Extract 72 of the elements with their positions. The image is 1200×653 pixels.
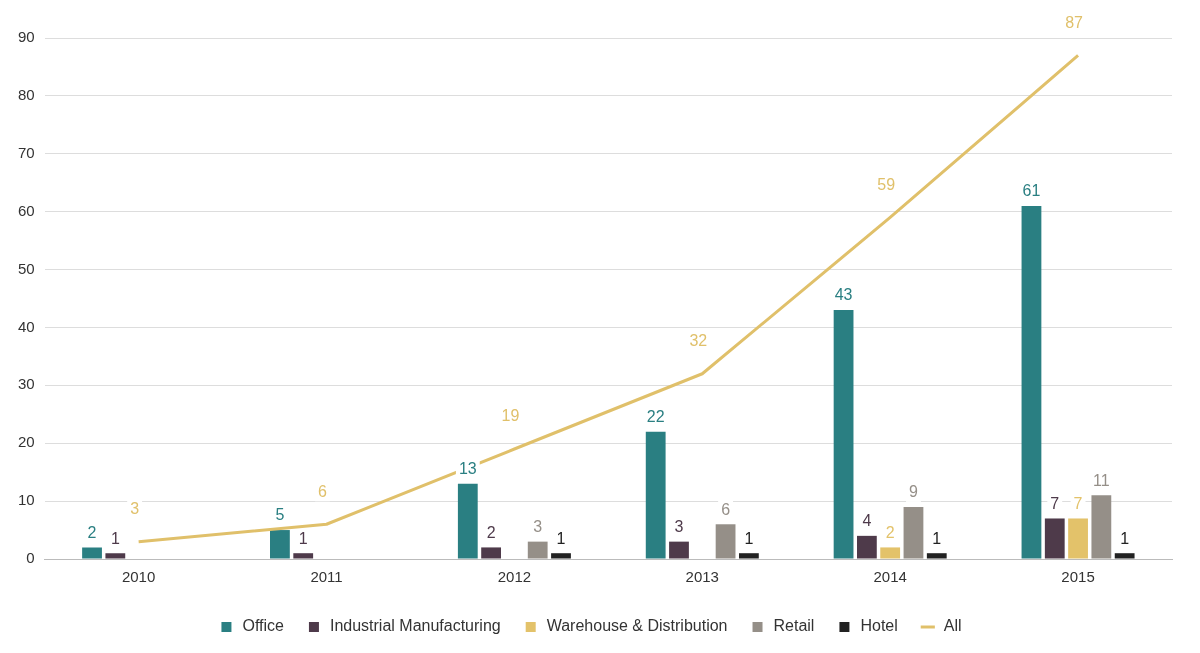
y-tick-label: 40 [18,317,35,335]
legend-label: Office [242,617,285,635]
data-label: 1 [932,529,942,547]
bar [856,535,877,559]
data-label: 5 [275,506,285,524]
x-tick-label: 2012 [497,568,532,586]
y-tick-label: 70 [18,143,35,161]
data-label: 3 [674,518,684,536]
bar [1068,518,1088,559]
bar [903,506,924,559]
data-label: 2 [87,523,97,541]
legend-label: Retail [773,617,815,635]
data-label: 3 [533,518,543,536]
bar [1114,553,1135,559]
bar [926,553,947,559]
x-tick-label: 2010 [121,568,156,586]
data-label: 3 [130,500,140,518]
bar [880,547,901,559]
bar [457,483,478,559]
data-label: 4 [862,512,872,530]
data-label: 11 [1093,471,1110,489]
data-label: 19 [501,407,520,425]
bar [82,547,102,559]
data-label: 2 [486,523,496,541]
bar [833,310,854,559]
y-tick-label: 20 [18,433,35,451]
data-label: 7 [1073,494,1083,512]
x-tick-label: 2015 [1061,568,1095,586]
data-label: 13 [458,460,477,478]
legend-label: All [943,617,962,635]
data-label: 6 [318,482,328,500]
y-tick-label: 0 [26,549,35,567]
x-tick-label: 2014 [873,568,907,586]
bar [738,553,759,559]
y-tick-label: 80 [18,86,35,104]
bar [669,541,689,559]
data-label: 43 [834,286,853,304]
data-label: 87 [1065,13,1084,31]
bar [1044,518,1065,559]
bar [551,553,571,559]
bar [1021,205,1042,559]
bar [1091,495,1112,559]
data-label: 1 [298,529,308,547]
x-tick-label: 2011 [310,568,343,586]
bar [105,553,126,559]
y-tick-label: 60 [18,201,35,219]
y-tick-label: 10 [18,491,35,509]
legend-label: Hotel [860,617,898,635]
bar [293,553,314,559]
x-tick-label: 2013 [685,568,719,586]
data-label: 6 [721,500,731,518]
y-tick-label: 90 [18,28,35,46]
y-tick-label: 30 [18,375,35,393]
data-label: 61 [1022,182,1041,200]
bar [527,541,548,559]
data-label: 1 [1120,529,1130,547]
bar [270,530,290,559]
data-label: 7 [1050,494,1060,512]
data-label: 9 [909,483,919,501]
data-label: 59 [877,175,896,193]
data-label: 1 [556,529,566,547]
legend-label: Industrial Manufacturing [329,617,501,635]
y-tick-label: 50 [18,259,35,277]
data-label: 1 [110,529,120,547]
data-label: 22 [646,408,665,426]
bar [645,431,666,559]
legend-label: Warehouse & Distribution [546,617,728,635]
data-label: 1 [744,529,754,547]
bar [715,524,736,559]
data-label: 2 [885,523,895,541]
bar [481,547,501,559]
data-label: 32 [689,332,708,350]
